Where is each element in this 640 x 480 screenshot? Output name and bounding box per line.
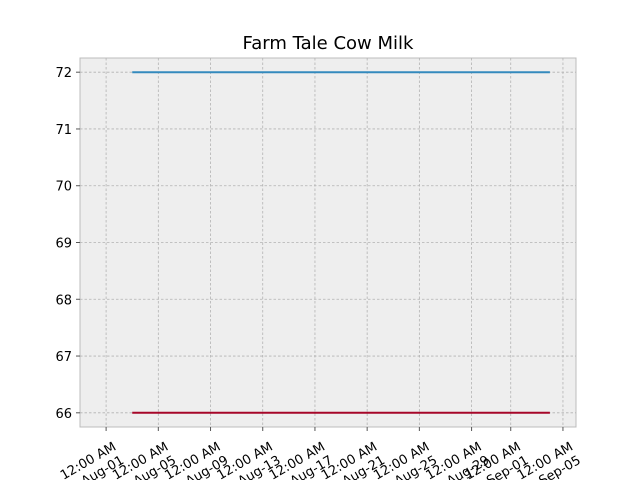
- y-tick-label: 72: [55, 66, 72, 81]
- chart-title: Farm Tale Cow Milk: [243, 33, 414, 54]
- series-lines: [132, 71, 550, 414]
- y-tick-label: 69: [55, 237, 72, 252]
- y-tick-label: 67: [55, 350, 72, 365]
- y-tick-label: 71: [55, 123, 72, 138]
- y-tick-label: 66: [55, 407, 72, 422]
- y-tick-label: 68: [55, 293, 72, 308]
- y-axis-ticks: 66 67 68 69 70 71 72: [55, 66, 80, 422]
- y-tick-label: 70: [55, 180, 72, 195]
